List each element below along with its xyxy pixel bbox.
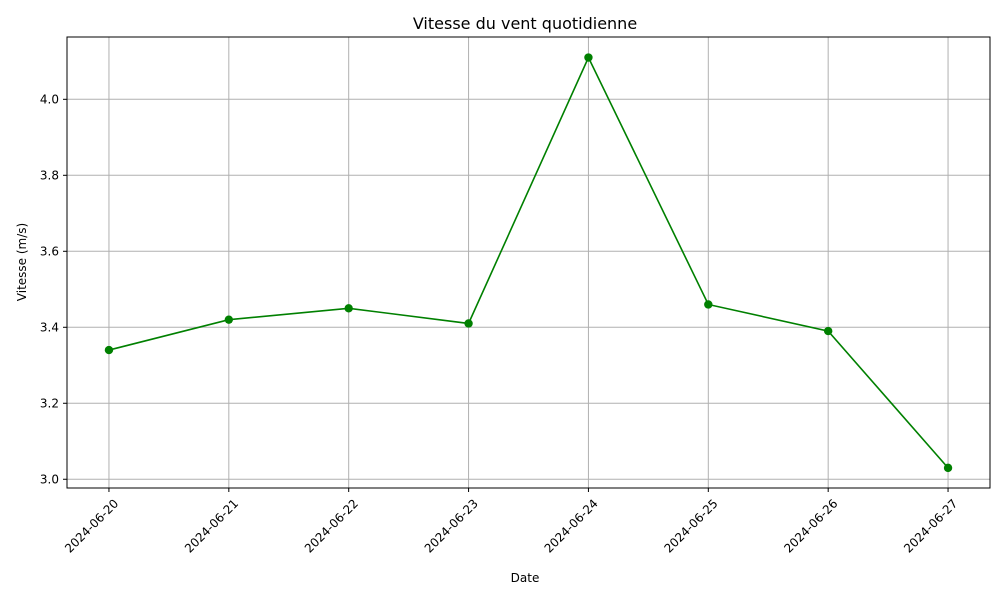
y-tick-label: 3.0 <box>40 472 59 486</box>
plot-frame <box>66 36 991 489</box>
data-point <box>464 319 473 328</box>
y-tick-label: 3.6 <box>40 244 59 258</box>
y-tick-label: 3.8 <box>40 168 59 182</box>
grid <box>67 37 990 488</box>
x-axis-label: Date <box>511 571 540 585</box>
data-point <box>704 300 713 309</box>
series-line <box>108 55 949 469</box>
y-tick-label: 4.0 <box>40 92 59 106</box>
series-layer <box>104 53 953 473</box>
data-point <box>823 326 833 336</box>
data-point <box>584 53 593 62</box>
data-point <box>344 304 353 313</box>
data-point <box>104 345 114 355</box>
y-axis-ticks: 3.0 3.2 3.4 3.6 3.8 4.0 <box>40 92 67 486</box>
y-axis-label: Vitesse (m/s) <box>15 223 29 301</box>
y-tick-label: 3.4 <box>40 320 59 334</box>
chart-title: Vitesse du vent quotidienne <box>413 14 637 33</box>
data-point <box>224 315 234 324</box>
data-point <box>943 463 953 473</box>
y-tick-label: 3.2 <box>40 396 59 410</box>
